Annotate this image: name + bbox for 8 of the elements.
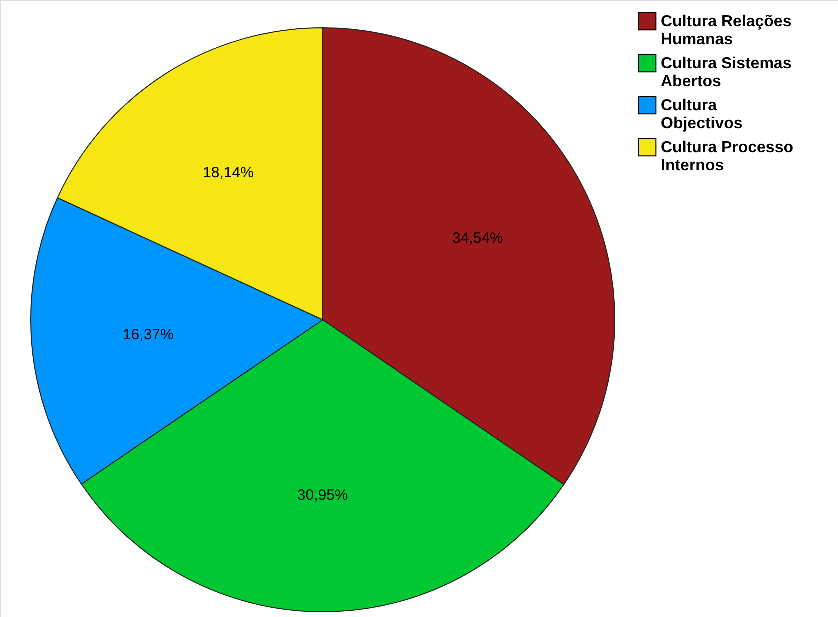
data-label: 16,37% [122, 326, 174, 344]
legend-label: Cultura Relações Humanas [661, 14, 792, 48]
legend-label: Cultura Sistemas Abertos [661, 56, 792, 90]
data-label: 18,14% [203, 164, 254, 182]
legend-label: Cultura Processo Internos [661, 140, 794, 174]
data-label: 30,95% [297, 487, 348, 504]
legend-label: Cultura Objectivos [661, 98, 743, 132]
data-label: 34,54% [452, 230, 504, 248]
